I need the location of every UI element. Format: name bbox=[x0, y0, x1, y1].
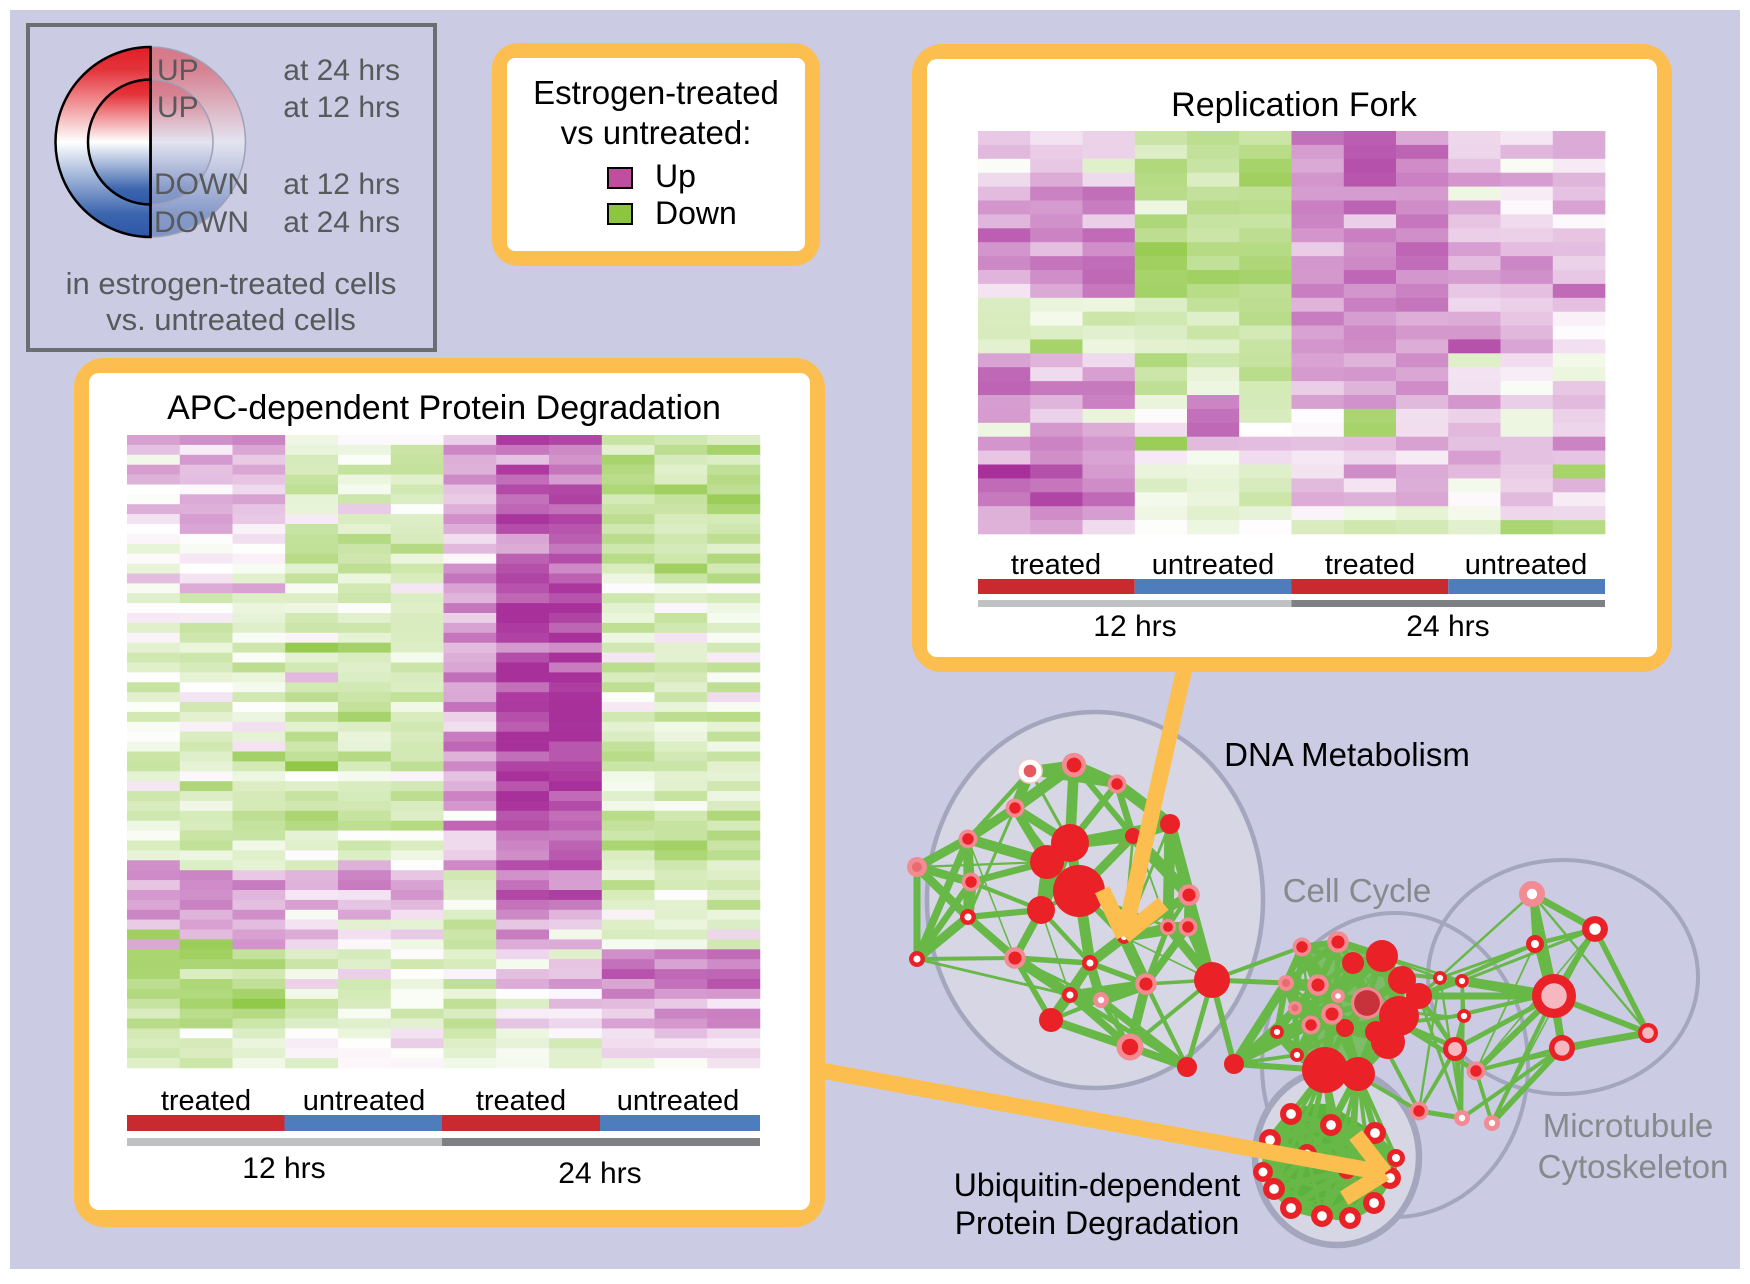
svg-text:untreated: untreated bbox=[1465, 549, 1588, 581]
svg-text:12 hrs: 12 hrs bbox=[1093, 610, 1176, 643]
svg-text:Cell Cycle: Cell Cycle bbox=[1283, 872, 1432, 909]
svg-text:Estrogen-treated: Estrogen-treated bbox=[533, 74, 779, 111]
svg-text:untreated: untreated bbox=[617, 1085, 740, 1117]
svg-text:DNA Metabolism: DNA Metabolism bbox=[1224, 736, 1470, 773]
svg-text:UP: UP bbox=[157, 91, 199, 124]
svg-text:vs. untreated cells: vs. untreated cells bbox=[106, 302, 356, 337]
svg-text:treated: treated bbox=[1325, 549, 1415, 581]
svg-text:Ubiquitin-dependent: Ubiquitin-dependent bbox=[954, 1167, 1241, 1203]
svg-text:Microtubule: Microtubule bbox=[1543, 1107, 1714, 1144]
svg-text:treated: treated bbox=[1011, 549, 1101, 581]
svg-text:treated: treated bbox=[161, 1085, 251, 1117]
svg-text:Protein Degradation: Protein Degradation bbox=[955, 1205, 1240, 1241]
svg-text:treated: treated bbox=[476, 1085, 566, 1117]
svg-text:DOWN: DOWN bbox=[154, 168, 249, 201]
svg-text:24 hrs: 24 hrs bbox=[1406, 610, 1489, 643]
svg-text:UP: UP bbox=[157, 54, 199, 87]
svg-text:at 24 hrs: at 24 hrs bbox=[283, 206, 400, 239]
svg-text:APC-dependent Protein Degradat: APC-dependent Protein Degradation bbox=[167, 389, 721, 427]
svg-text:at 12 hrs: at 12 hrs bbox=[283, 91, 400, 124]
svg-text:untreated: untreated bbox=[303, 1085, 426, 1117]
svg-text:Up: Up bbox=[655, 158, 696, 194]
svg-text:Cytoskeleton: Cytoskeleton bbox=[1538, 1148, 1729, 1185]
svg-text:vs untreated:: vs untreated: bbox=[561, 114, 752, 151]
svg-text:24 hrs: 24 hrs bbox=[558, 1157, 641, 1190]
svg-text:at 12 hrs: at 12 hrs bbox=[283, 168, 400, 201]
svg-text:Replication Fork: Replication Fork bbox=[1171, 86, 1418, 124]
svg-text:untreated: untreated bbox=[1152, 549, 1275, 581]
svg-text:DOWN: DOWN bbox=[154, 206, 249, 239]
svg-text:Down: Down bbox=[655, 195, 737, 231]
svg-text:in estrogen-treated cells: in estrogen-treated cells bbox=[66, 266, 397, 301]
svg-text:12 hrs: 12 hrs bbox=[242, 1152, 325, 1185]
svg-text:at 24 hrs: at 24 hrs bbox=[283, 54, 400, 87]
